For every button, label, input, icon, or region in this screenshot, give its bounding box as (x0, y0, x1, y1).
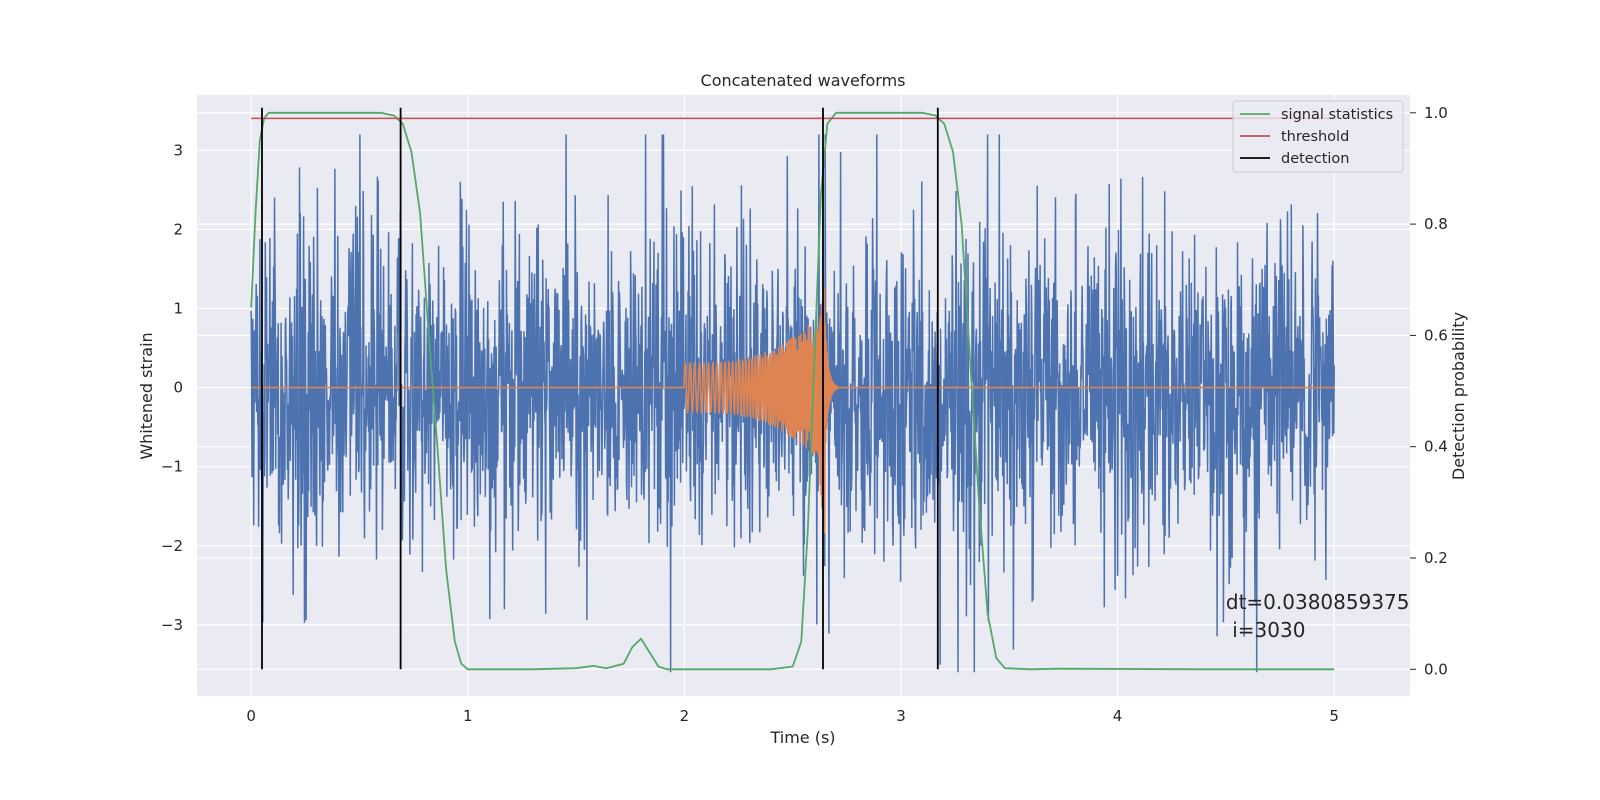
y-tick-label: −2 (161, 537, 183, 555)
legend-label-detection: detection (1281, 151, 1349, 167)
strain-noise-series (250, 134, 1335, 673)
annotation: dt=0.0380859375 i=3030 (1226, 590, 1410, 642)
right-axis-label: Detection probability (1449, 312, 1468, 480)
right-tick-label: 0.0 (1424, 660, 1448, 678)
signal-statistics-line (250, 111, 1335, 671)
legend-box (1232, 100, 1404, 173)
legend-label-threshold: threshold (1281, 129, 1349, 145)
plot-series-group (250, 107, 1335, 673)
x-tick-label: 2 (680, 707, 690, 725)
x-tick-label: 4 (1113, 707, 1123, 725)
right-tick-label: 1.0 (1424, 104, 1448, 122)
chart-title: Concatenated waveforms (701, 71, 906, 90)
y-tick-label: 2 (173, 220, 183, 238)
annotation-line-2: i=3030 (1226, 618, 1306, 642)
x-tick-label: 1 (463, 707, 473, 725)
x-tick-label: 5 (1329, 707, 1339, 725)
legend: signal statistics threshold detection (1232, 100, 1404, 173)
right-tick-label: 0.2 (1424, 549, 1448, 567)
right-tick-label: 0.8 (1424, 215, 1448, 233)
right-tick-label: 0.6 (1424, 326, 1448, 344)
legend-label-signal-statistics: signal statistics (1281, 107, 1393, 123)
x-axis-ticks: 0 1 2 3 4 5 (246, 707, 1339, 725)
y-tick-label: 0 (173, 379, 183, 397)
right-axis-ticks: 1.0 0.8 0.6 0.4 0.2 0.0 (1410, 104, 1448, 678)
y-tick-label: 1 (173, 300, 183, 318)
y-axis-ticks: 3 2 1 0 −1 −2 −3 (161, 141, 183, 633)
x-tick-label: 3 (896, 707, 906, 725)
y-tick-label: 3 (173, 141, 183, 159)
y-tick-label: −3 (161, 616, 183, 634)
y-axis-label: Whitened strain (137, 332, 156, 459)
x-axis-label: Time (s) (769, 728, 835, 747)
right-tick-label: 0.4 (1424, 438, 1448, 456)
y-tick-label: −1 (161, 458, 183, 476)
annotation-line-1: dt=0.0380859375 (1226, 590, 1410, 614)
x-tick-label: 0 (246, 707, 256, 725)
chirp-signal-series (251, 287, 1335, 534)
